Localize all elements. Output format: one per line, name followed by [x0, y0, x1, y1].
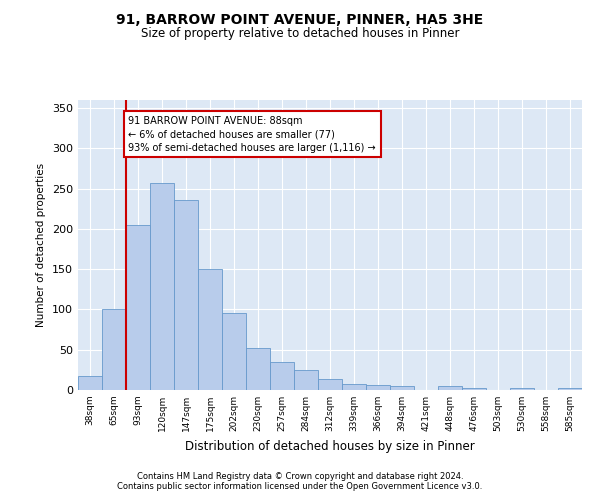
Bar [462, 388, 486, 390]
Text: Contains public sector information licensed under the Open Government Licence v3: Contains public sector information licen… [118, 482, 482, 491]
Bar [198, 269, 222, 390]
Text: Size of property relative to detached houses in Pinner: Size of property relative to detached ho… [141, 28, 459, 40]
Bar [366, 385, 390, 390]
Bar [294, 370, 318, 390]
Bar [150, 183, 174, 390]
Bar [126, 225, 150, 390]
Bar [438, 386, 462, 390]
Bar [102, 310, 126, 390]
Bar [78, 376, 102, 390]
Y-axis label: Number of detached properties: Number of detached properties [37, 163, 46, 327]
Bar [342, 384, 366, 390]
X-axis label: Distribution of detached houses by size in Pinner: Distribution of detached houses by size … [185, 440, 475, 452]
Text: 91 BARROW POINT AVENUE: 88sqm
← 6% of detached houses are smaller (77)
93% of se: 91 BARROW POINT AVENUE: 88sqm ← 6% of de… [128, 116, 376, 152]
Bar [510, 388, 534, 390]
Bar [558, 388, 582, 390]
Bar [246, 348, 270, 390]
Bar [174, 200, 198, 390]
Text: Contains HM Land Registry data © Crown copyright and database right 2024.: Contains HM Land Registry data © Crown c… [137, 472, 463, 481]
Bar [222, 312, 246, 390]
Text: 91, BARROW POINT AVENUE, PINNER, HA5 3HE: 91, BARROW POINT AVENUE, PINNER, HA5 3HE [116, 12, 484, 26]
Bar [390, 386, 414, 390]
Bar [270, 362, 294, 390]
Bar [318, 378, 342, 390]
